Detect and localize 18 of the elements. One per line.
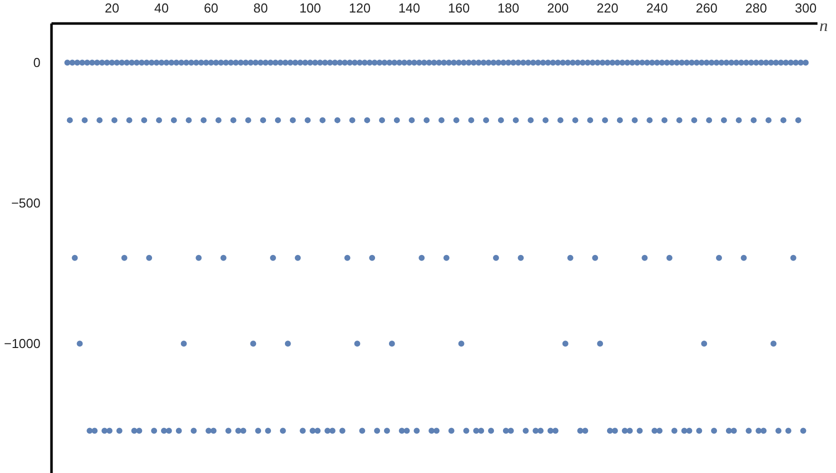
- y-tick-label: 0: [33, 55, 41, 70]
- x-tick-label: 180: [498, 0, 520, 16]
- x-tick-label: 60: [204, 0, 218, 16]
- y-tick-label: −500: [11, 196, 41, 211]
- x-tick-label: 280: [745, 0, 768, 16]
- x-tick-label: 100: [299, 0, 322, 16]
- x-tick-label: 160: [448, 0, 470, 16]
- y-tick-label: −1000: [4, 336, 41, 352]
- x-tick-label: 300: [794, 0, 817, 16]
- x-tick-label: 220: [596, 0, 618, 16]
- x-tick-label: 200: [547, 0, 569, 16]
- x-tick-label: 80: [253, 0, 268, 16]
- x-tick-label: 240: [646, 0, 668, 16]
- x-tick-label: 140: [398, 0, 420, 16]
- x-tick-label: 120: [348, 0, 371, 16]
- x-tick-label: 260: [696, 0, 718, 16]
- x-tick-label: 20: [104, 0, 120, 16]
- x-tick-label: 40: [154, 0, 169, 16]
